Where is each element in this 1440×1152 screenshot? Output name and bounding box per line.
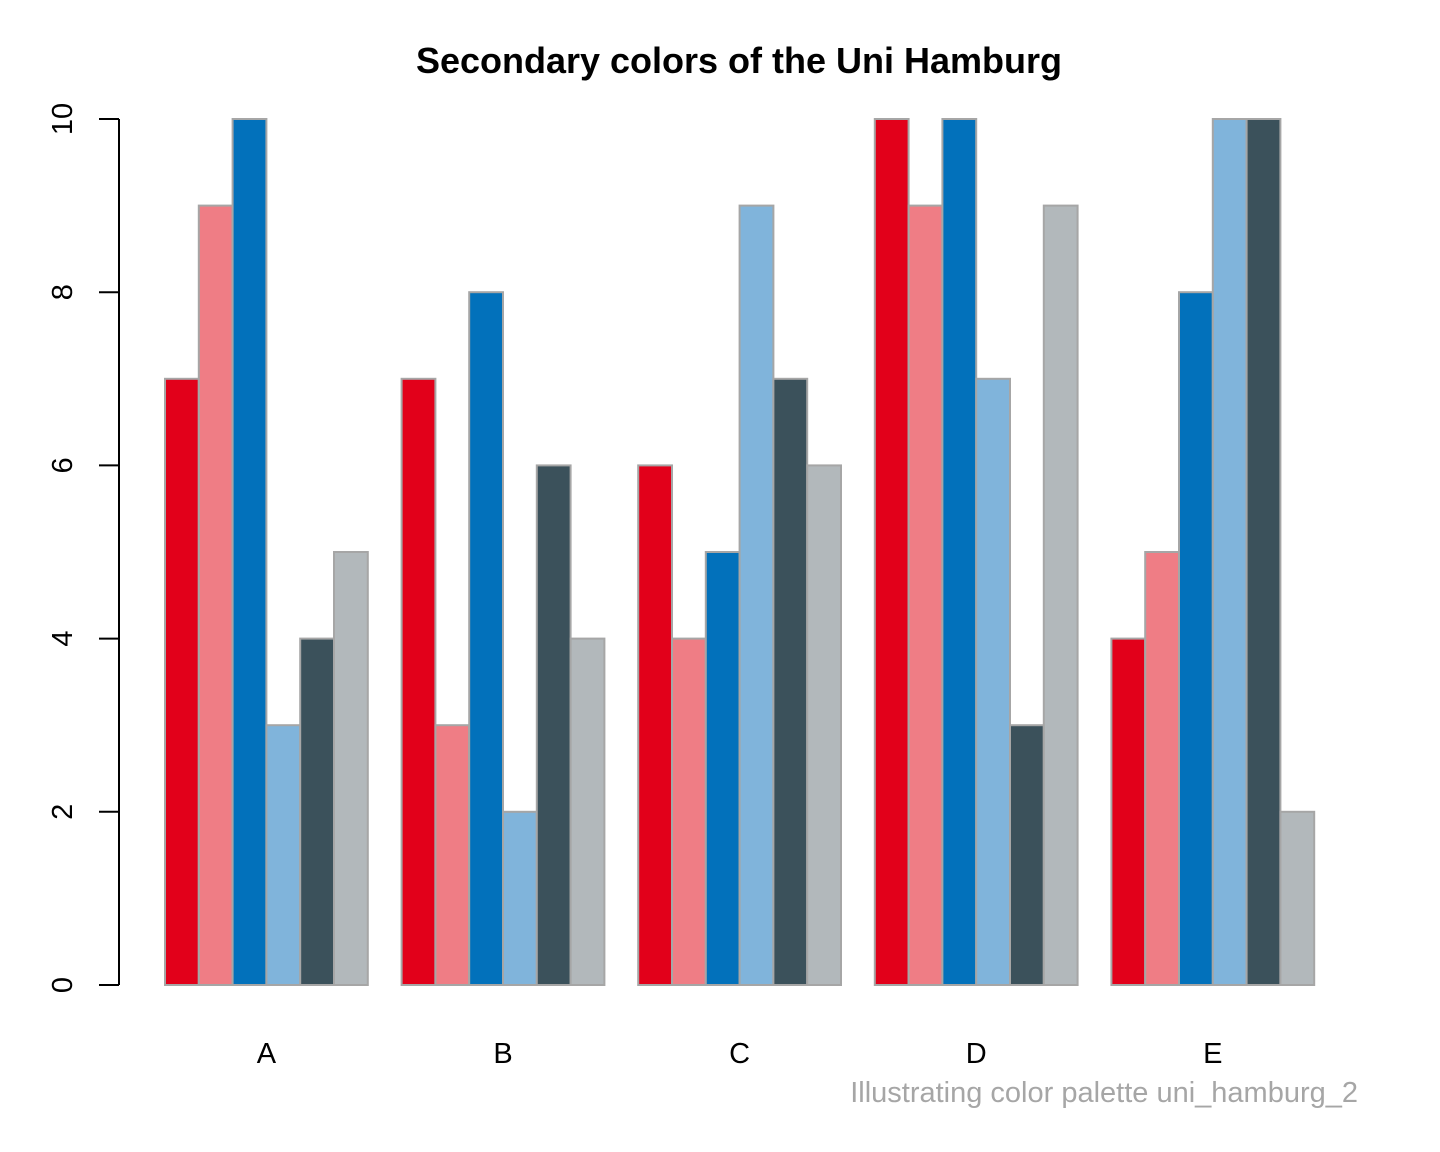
bar-D-2	[907, 204, 944, 987]
bar-E-2	[1144, 551, 1180, 986]
bar-A-3	[231, 118, 268, 986]
palette-caption: Illustrating color palette uni_hamburg_2	[850, 1077, 1358, 1109]
bar-group-A	[164, 118, 369, 987]
x-tick-label-B: B	[493, 1038, 512, 1070]
bar-A-2	[197, 204, 234, 987]
bar-group-D	[873, 118, 1079, 987]
bar-D-6	[1042, 204, 1079, 987]
bar-D-1	[873, 118, 910, 986]
bar-D-4	[975, 377, 1012, 986]
bar-A-1	[164, 377, 200, 986]
y-axis: 0 2 4 6 8 10	[47, 103, 120, 993]
x-tick-label-C: C	[729, 1038, 750, 1070]
bar-B-2	[434, 724, 471, 986]
bar-C-3	[704, 551, 741, 986]
bar-D-5	[1009, 724, 1045, 986]
bar-E-3	[1178, 291, 1214, 986]
chart-title: Secondary colors of the Uni Hamburg	[416, 40, 1062, 81]
bar-A-6	[333, 551, 369, 986]
y-tick-label: 0	[47, 977, 79, 993]
bar-B-4	[502, 810, 538, 986]
x-axis-labels: A B C D E	[257, 1038, 1223, 1070]
bar-C-4	[738, 204, 775, 987]
bar-group-B	[400, 291, 606, 986]
bar-C-5	[772, 377, 809, 986]
bar-E-4	[1211, 118, 1248, 986]
bar-E-6	[1279, 810, 1316, 986]
bar-E-5	[1245, 118, 1282, 986]
bar-C-6	[806, 464, 843, 986]
bar-C-2	[671, 637, 707, 986]
bars-group	[164, 118, 1316, 987]
bar-B-6	[569, 637, 606, 986]
x-tick-label-D: D	[966, 1038, 987, 1070]
y-tick-label: 6	[47, 457, 79, 473]
x-tick-label-A: A	[257, 1038, 277, 1070]
bar-E-1	[1110, 637, 1147, 986]
y-tick-label: 10	[47, 103, 79, 135]
bar-B-5	[535, 464, 572, 986]
bar-D-3	[941, 118, 978, 986]
x-tick-label-E: E	[1203, 1038, 1222, 1070]
bar-A-4	[265, 724, 302, 986]
bar-A-5	[299, 637, 336, 986]
bar-C-1	[637, 464, 674, 986]
y-tick-label: 2	[47, 804, 79, 820]
y-tick-label: 4	[47, 631, 79, 647]
bar-B-3	[468, 291, 505, 986]
bar-group-C	[637, 204, 843, 987]
y-tick-label: 8	[47, 284, 79, 300]
bar-group-E	[1110, 118, 1316, 986]
bar-B-1	[400, 377, 437, 986]
